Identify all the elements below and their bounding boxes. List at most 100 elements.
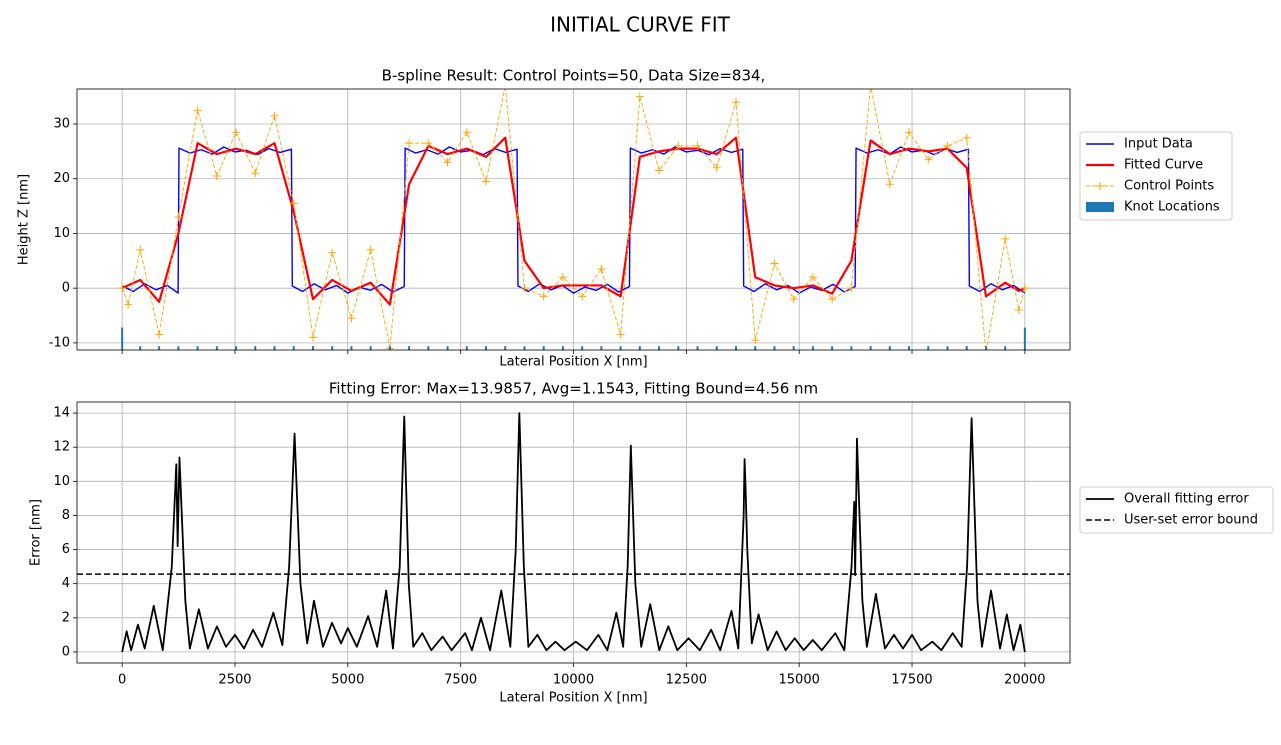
knot-bar	[831, 346, 834, 350]
control-point	[578, 292, 587, 301]
legend-marker	[1096, 182, 1104, 190]
control-point	[943, 141, 952, 150]
legend-label: Overall fitting error	[1124, 492, 1249, 507]
y-tick-label: 10	[53, 474, 70, 489]
knot-bar	[658, 346, 661, 350]
legend-box	[1079, 131, 1233, 221]
x-tick-label: 0	[118, 673, 126, 688]
control-point	[558, 273, 567, 282]
legend-label: Knot Locations	[1124, 200, 1220, 215]
y-tick-label: 14	[53, 406, 70, 421]
control-point	[674, 141, 683, 150]
control-point	[124, 300, 133, 309]
control-point	[731, 98, 740, 107]
knot-bar	[754, 346, 757, 350]
control-point	[136, 245, 145, 254]
knot-bar	[523, 346, 526, 350]
y-tick-label: 4	[62, 576, 70, 591]
control-point	[808, 273, 817, 282]
knot-bar	[121, 327, 124, 350]
series-line	[121, 412, 1026, 653]
knot-bar	[504, 346, 507, 350]
y-tick-label: 2	[62, 610, 70, 625]
control-point	[985, 349, 987, 350]
legend-swatch	[1086, 202, 1114, 212]
y-tick-label: 20	[53, 171, 70, 186]
knot-bar	[908, 346, 911, 350]
control-point	[443, 158, 452, 167]
knot-bar	[388, 346, 391, 350]
knot-bar	[984, 346, 987, 350]
knot-bar	[139, 346, 142, 350]
control-point	[289, 199, 298, 208]
knot-bar	[965, 346, 968, 350]
knot-bar	[696, 346, 699, 350]
knot-bar	[581, 346, 584, 350]
control-point	[616, 330, 625, 339]
figure-title: INITIAL CURVE FIT	[550, 13, 731, 37]
legend-label: Fitted Curve	[1124, 158, 1203, 173]
control-point	[1001, 234, 1010, 243]
control-point	[885, 180, 894, 189]
knot-bar	[792, 346, 795, 350]
control-point	[924, 155, 933, 164]
knot-bar	[196, 346, 199, 350]
y-tick-label: 0	[62, 281, 70, 296]
knot-bar	[158, 346, 161, 350]
y-tick-label: 30	[53, 117, 70, 132]
x-tick-label: 17500	[891, 673, 932, 688]
series-line	[121, 89, 1026, 350]
control-point	[870, 89, 872, 90]
legend-label: Input Data	[1124, 137, 1193, 152]
y-axis-label: Height Z [nm]	[17, 174, 32, 265]
control-point	[174, 213, 183, 222]
knot-bar	[561, 346, 564, 350]
control-point	[366, 245, 375, 254]
x-tick-label: 7500	[444, 673, 477, 688]
knot-bar	[677, 346, 680, 350]
knot-bar	[542, 346, 545, 350]
knot-bar	[350, 346, 353, 350]
x-axis-label: Lateral Position X [nm]	[499, 691, 647, 706]
legend-label: User-set error bound	[1124, 513, 1258, 528]
knot-bar	[811, 346, 814, 350]
control-point	[828, 295, 837, 304]
control-point	[118, 284, 127, 293]
knot-bar	[485, 346, 488, 350]
plot-area	[77, 412, 1070, 653]
knot-bar	[773, 346, 776, 350]
knot-bar	[619, 346, 622, 350]
control-point	[789, 295, 798, 304]
x-tick-label: 15000	[779, 673, 820, 688]
control-point	[482, 177, 491, 186]
control-point	[212, 172, 221, 180]
control-point	[597, 265, 606, 274]
knot-bar	[465, 346, 468, 350]
control-point	[462, 128, 471, 137]
control-point	[635, 92, 644, 101]
control-point	[328, 248, 337, 257]
knot-bar	[311, 346, 314, 350]
axes-frame	[76, 401, 1071, 664]
control-point	[655, 166, 664, 175]
x-tick-label: 12500	[666, 673, 707, 688]
knot-bar	[1023, 327, 1026, 350]
x-tick-label: 5000	[331, 673, 364, 688]
legend-box	[1079, 486, 1274, 534]
knot-bar	[369, 346, 372, 350]
knot-bar	[638, 346, 641, 350]
knot-bar	[446, 346, 449, 350]
control-point	[232, 128, 241, 137]
y-tick-label: 8	[62, 508, 70, 523]
knot-bar	[273, 346, 276, 350]
control-point	[193, 106, 202, 115]
x-tick-label: 2500	[218, 673, 251, 688]
knot-bar	[427, 346, 430, 350]
control-point	[905, 128, 914, 137]
x-tick-label: 10000	[553, 673, 594, 688]
knot-bar	[215, 346, 218, 350]
knot-bar	[888, 346, 891, 350]
control-point	[1020, 284, 1029, 293]
control-point	[251, 169, 260, 178]
